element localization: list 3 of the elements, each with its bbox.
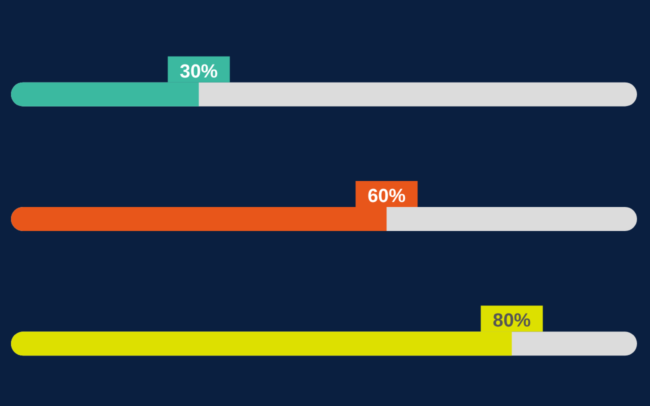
- data-label: 60%: [368, 186, 406, 207]
- data-label: 80%: [492, 310, 531, 332]
- data-label: 30%: [180, 61, 218, 82]
